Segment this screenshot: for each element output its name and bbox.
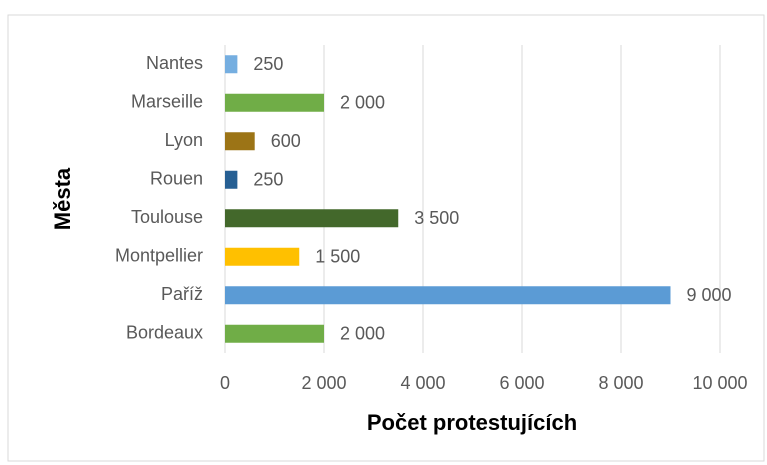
y-tick-label: Rouen — [150, 169, 203, 189]
value-label: 2 000 — [340, 324, 385, 344]
x-tick-label: 6 000 — [499, 373, 544, 393]
bar — [225, 132, 255, 151]
bar — [225, 247, 300, 266]
y-tick-label: Toulouse — [131, 207, 203, 227]
value-label: 1 500 — [315, 247, 360, 267]
bar — [225, 170, 238, 189]
x-tick-label: 2 000 — [301, 373, 346, 393]
y-tick-label: Paříž — [161, 284, 203, 304]
y-tick-label: Marseille — [131, 92, 203, 112]
bar — [225, 55, 238, 74]
x-axis-title: Počet protestujících — [367, 410, 577, 435]
y-axis-title: Města — [50, 167, 75, 230]
y-tick-label: Montpellier — [115, 246, 203, 266]
value-label: 600 — [271, 131, 301, 151]
y-tick-label: Nantes — [146, 53, 203, 73]
x-tick-label: 8 000 — [598, 373, 643, 393]
value-label: 9 000 — [687, 285, 732, 305]
value-label: 3 500 — [414, 208, 459, 228]
x-tick-label: 4 000 — [400, 373, 445, 393]
bar — [225, 286, 671, 305]
value-label: 2 000 — [340, 93, 385, 113]
bar — [225, 209, 399, 228]
x-tick-label: 10 000 — [692, 373, 747, 393]
bar — [225, 93, 324, 112]
x-tick-label: 0 — [220, 373, 230, 393]
value-label: 250 — [253, 170, 283, 190]
value-label: 250 — [253, 54, 283, 74]
bar — [225, 324, 324, 343]
chart-frame — [7, 14, 765, 462]
y-tick-label: Bordeaux — [126, 323, 203, 343]
y-tick-label: Lyon — [165, 130, 203, 150]
